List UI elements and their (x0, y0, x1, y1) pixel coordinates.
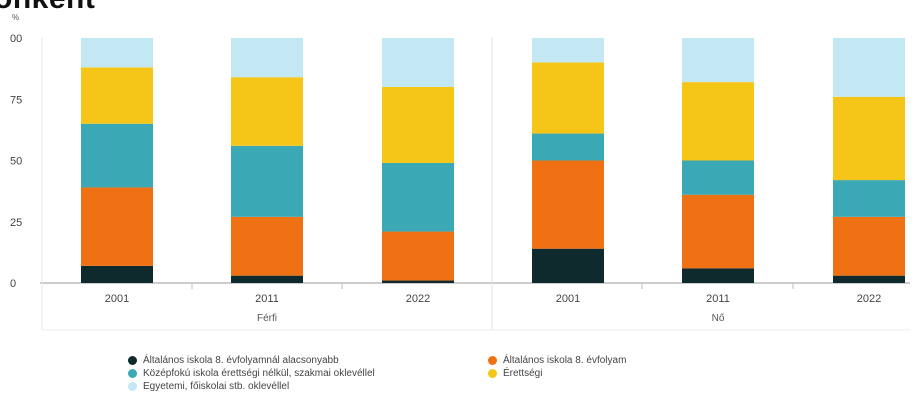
bar-segment (382, 280, 454, 283)
bar-segment (532, 160, 604, 249)
x-tick-label: 2022 (406, 293, 430, 305)
legend-item: Általános iskola 8. évfolyamnál alacsony… (128, 355, 339, 366)
legend-item: Általános iskola 8. évfolyam (488, 355, 626, 366)
bar-segment (833, 180, 905, 217)
x-tick-label: 2011 (706, 293, 730, 305)
bar-segment (231, 216, 303, 276)
y-tick-label: 75 (10, 94, 22, 106)
bar-segment (682, 194, 754, 269)
y-tick-label: 25 (10, 217, 22, 229)
bar-segment (231, 275, 303, 283)
legend-label: Egyetemi, főiskolai stb. oklevéllel (143, 381, 290, 392)
bar-segment (81, 187, 153, 266)
y-tick-label: 00 (10, 33, 22, 45)
bar-segment (833, 38, 905, 97)
group-label: Nő (712, 313, 725, 324)
legend-item: Középfokú iskola érettségi nélkül, szakm… (128, 368, 375, 379)
x-tick-label: 2011 (255, 293, 279, 305)
y-tick-label: 0 (10, 278, 16, 290)
y-tick-label: 50 (10, 156, 22, 168)
bars (81, 38, 905, 283)
legend-swatch-4 (128, 382, 137, 391)
bar-segment (231, 77, 303, 146)
legend-item: Érettségi (488, 368, 542, 379)
bar-segment (231, 145, 303, 217)
bar-segment (81, 38, 153, 68)
bar-segment (682, 160, 754, 195)
x-tick-label: 2022 (857, 293, 881, 305)
bar-segment (682, 268, 754, 283)
bar-segment (382, 38, 454, 87)
legend-swatch-2 (128, 369, 137, 378)
legend-label: Általános iskola 8. évfolyam (503, 355, 627, 366)
bar-segment (81, 265, 153, 283)
legend-swatch-0 (128, 356, 137, 365)
x-tick-label: 2001 (105, 293, 129, 305)
legend-label: Általános iskola 8. évfolyamnál alacsony… (143, 355, 339, 366)
bar-segment (382, 87, 454, 163)
axes (40, 38, 910, 331)
bar-segment (382, 231, 454, 281)
bar-segment (81, 123, 153, 188)
legend-item: Egyetemi, főiskolai stb. oklevéllel (128, 381, 289, 392)
bar-segment (231, 38, 303, 78)
bar-segment (382, 162, 454, 232)
bar-segment (682, 38, 754, 83)
bar-segment (532, 248, 604, 283)
y-unit-label: % (12, 13, 19, 22)
bar-segment (833, 96, 905, 181)
x-tick-label: 2001 (556, 293, 580, 305)
bar-segment (833, 216, 905, 276)
bar-segment (682, 82, 754, 161)
legend-swatch-1 (488, 356, 497, 365)
legend-label: Középfokú iskola érettségi nélkül, szakm… (143, 368, 375, 379)
group-label: Férfi (257, 313, 277, 324)
bar-segment (833, 275, 905, 283)
bar-segment (532, 62, 604, 134)
legend-label: Érettségi (503, 368, 543, 379)
bar-segment (532, 38, 604, 63)
axis-labels: % 0 25 50 75 00 2001 2011 2022 2001 2011 2022 Férfi N… (10, 13, 881, 324)
bar-segment (532, 133, 604, 161)
legend-swatch-3 (488, 369, 497, 378)
title-fragment: onként (0, 0, 95, 16)
bar-segment (81, 67, 153, 124)
